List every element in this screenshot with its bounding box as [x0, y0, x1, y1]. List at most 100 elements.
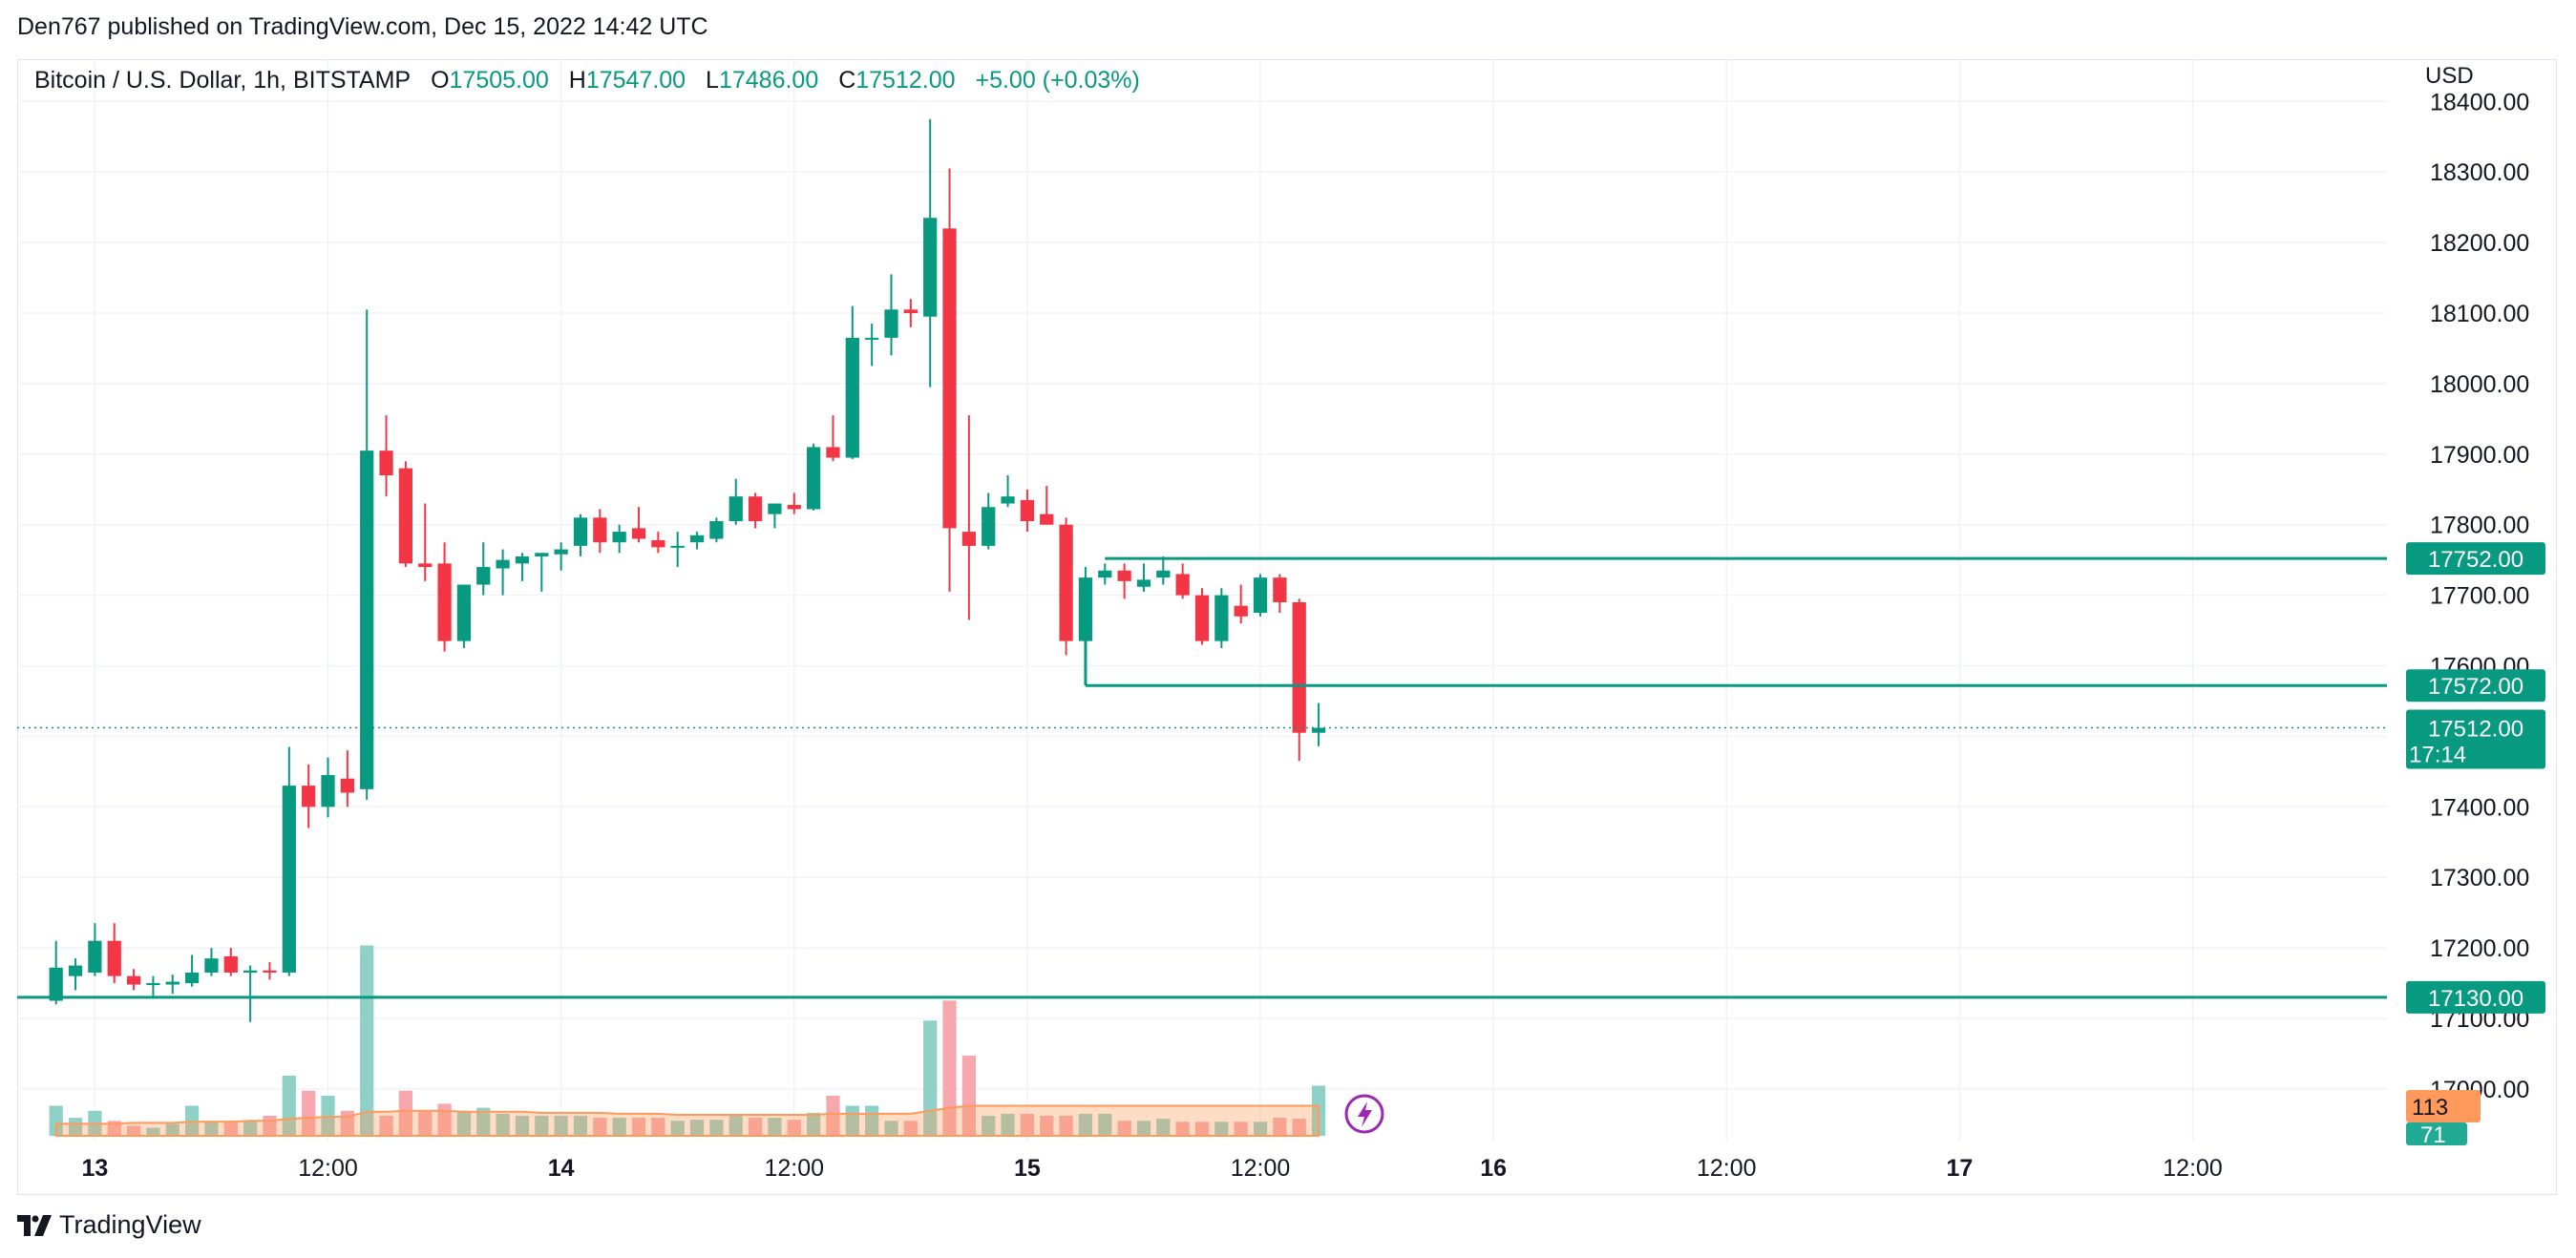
candle-body — [535, 553, 549, 556]
candle-body — [1078, 577, 1093, 641]
candle-body — [165, 981, 179, 985]
volume-bar — [223, 1121, 238, 1136]
candle-body — [728, 496, 743, 522]
volume-bar — [1078, 1113, 1093, 1136]
volume-bar — [515, 1116, 530, 1136]
chart-frame — [17, 59, 2557, 1195]
candle-body — [826, 447, 840, 458]
volume-bar — [243, 1121, 258, 1136]
volume-bar — [573, 1116, 588, 1136]
volume-bar — [923, 1020, 938, 1136]
volume-bar — [942, 1000, 957, 1136]
open-label: O — [431, 67, 450, 94]
candle-body — [1292, 602, 1306, 733]
symbol-name[interactable]: Bitcoin / U.S. Dollar, 1h, BITSTAMP — [34, 67, 412, 94]
volume-bar — [379, 1116, 393, 1136]
y-tick-label: 18200.00 — [2430, 230, 2529, 257]
high-value: 17547.00 — [585, 67, 686, 94]
candle-body — [243, 970, 258, 973]
currency-label: USD — [2425, 63, 2474, 89]
low-label: L — [706, 67, 719, 94]
publisher-line: Den767 published on TradingView.com, Dec… — [17, 13, 708, 40]
volume-bar — [496, 1113, 510, 1136]
change-value: +5.00 (+0.03%) — [975, 67, 1140, 94]
candle-body — [515, 556, 530, 564]
volume-ma-tag-bg — [2406, 1090, 2481, 1122]
candle-body — [456, 584, 472, 641]
volume-bar — [709, 1120, 724, 1136]
candle-body — [1040, 514, 1054, 525]
candle-body — [321, 775, 335, 807]
low-value: 17486.00 — [718, 67, 819, 94]
volume-bar — [282, 1076, 296, 1136]
volume-bar — [806, 1112, 821, 1136]
volume-bar — [49, 1105, 63, 1136]
x-tick-label: 12:00 — [298, 1155, 358, 1182]
candle-body — [689, 535, 705, 543]
volume-bar — [165, 1123, 179, 1136]
volume-bar — [1194, 1122, 1210, 1136]
candle-body — [593, 517, 607, 543]
candle-body — [1098, 570, 1112, 578]
volume-bar — [302, 1090, 316, 1136]
candle-body — [437, 563, 452, 641]
candle-body — [418, 563, 433, 568]
volume-bar — [418, 1110, 433, 1136]
candle-body — [398, 468, 413, 564]
x-tick-label: 12:00 — [1697, 1155, 1757, 1182]
volume-bar — [1214, 1122, 1229, 1136]
volume-pane — [49, 945, 1326, 1137]
candle-body — [1253, 577, 1268, 614]
y-tick-label: 17200.00 — [2430, 935, 2529, 962]
volume-bar — [1059, 1116, 1073, 1136]
candle-body — [1311, 727, 1326, 733]
candle-body — [204, 958, 219, 973]
volume-bar — [1156, 1119, 1171, 1136]
price-tag-label: 17130.00 — [2428, 986, 2523, 1012]
y-tick-label: 18400.00 — [2430, 89, 2529, 115]
candle-body — [884, 309, 898, 338]
footer-brand[interactable]: TradingView — [17, 1210, 201, 1240]
candle-body — [49, 967, 63, 1001]
volume-bar — [1020, 1113, 1035, 1136]
candle-body — [961, 532, 976, 546]
candle-body — [1194, 595, 1210, 641]
candle-body — [903, 309, 918, 314]
volume-bar — [593, 1118, 607, 1136]
candle-body — [865, 337, 879, 340]
volume-bar — [535, 1116, 549, 1136]
close-value: 17512.00 — [855, 67, 956, 94]
volume-bar — [1234, 1122, 1248, 1136]
volume-bar — [884, 1121, 898, 1136]
volume-bar — [1136, 1121, 1151, 1136]
horizontal-lines — [17, 556, 2387, 999]
volume-bar — [126, 1125, 141, 1136]
high-label: H — [568, 67, 586, 94]
y-tick-label: 17900.00 — [2430, 442, 2529, 469]
candle-body — [651, 539, 665, 548]
volume-bar — [1253, 1122, 1268, 1136]
volume-bar — [204, 1121, 219, 1136]
y-tick-label: 17300.00 — [2430, 865, 2529, 891]
x-tick-label: 12:00 — [2163, 1155, 2223, 1182]
lightning-badge[interactable] — [1344, 1094, 1384, 1134]
y-tick-label: 18300.00 — [2430, 159, 2529, 186]
price-tag-label: 17752.00 — [2428, 547, 2523, 573]
x-tick-label: 13 — [81, 1155, 108, 1182]
candle-body — [923, 218, 938, 317]
price-tag-bg — [2406, 542, 2545, 576]
candle-body — [184, 972, 200, 984]
grid — [17, 59, 2387, 1141]
volume-bar — [1001, 1113, 1015, 1136]
volume-bar — [146, 1127, 160, 1136]
candle-body — [768, 503, 782, 514]
candle-body — [631, 528, 646, 539]
volume-bar — [982, 1116, 996, 1136]
volume-bar — [476, 1107, 491, 1136]
candle-body — [1059, 524, 1073, 641]
volume-bar — [1098, 1113, 1112, 1136]
candle-body — [1020, 499, 1035, 522]
volume-bar — [689, 1120, 705, 1136]
